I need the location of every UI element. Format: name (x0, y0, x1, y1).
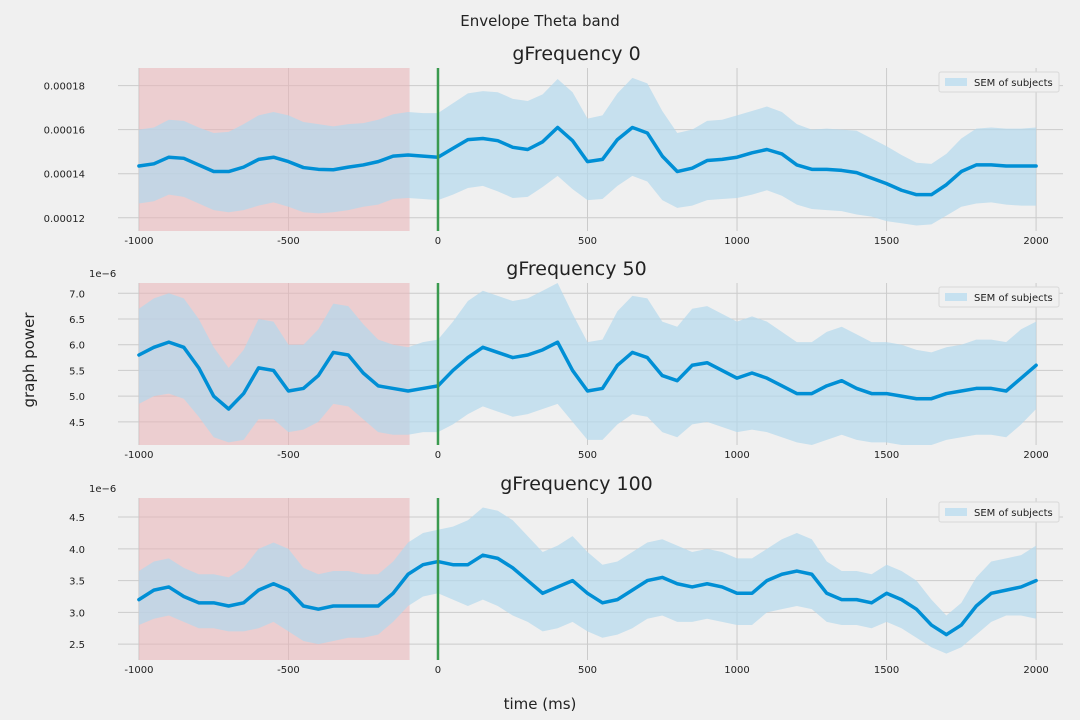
mean-line (137, 125, 1038, 197)
sem-band (138, 77, 1037, 226)
x-tick-label: 0 (435, 236, 441, 247)
x-tick-label: 1000 (724, 665, 749, 676)
legend: SEM of subjects (938, 71, 1060, 93)
x-tick-label: 2000 (1023, 236, 1048, 247)
subplot-title: gFrequency 50 (506, 258, 646, 280)
x-tick-label: 1000 (724, 450, 749, 461)
x-axis-label: time (ms) (504, 695, 577, 713)
figure-suptitle: Envelope Theta band (460, 12, 619, 30)
x-tick-label: 1000 (724, 236, 749, 247)
y-axis-label: graph power (20, 312, 38, 408)
x-tick-label: 0 (435, 665, 441, 676)
y-tick-label: 5.0 (69, 392, 85, 403)
subplot-2: -1000 -500 0 500 1000 1500 2000 4.5 5.0 5.5 6.0 6.5… (69, 258, 1063, 461)
y-tick-label: 0.00014 (44, 170, 85, 181)
legend: SEM of subjects (938, 286, 1060, 308)
legend-box (938, 286, 1060, 308)
x-tick-label: -1000 (124, 236, 153, 247)
x-tick-label: 2000 (1023, 665, 1048, 676)
subplot-title: gFrequency 0 (512, 43, 640, 65)
y-tick-label: 6.5 (69, 315, 85, 326)
x-tick-label: -1000 (124, 665, 153, 676)
x-tick-label: 2000 (1023, 450, 1048, 461)
legend-label: SEM of subjects (974, 508, 1053, 519)
mean-line (137, 340, 1038, 411)
y-tick-label: 4.5 (69, 513, 85, 524)
sem-band (138, 507, 1037, 654)
x-tick-label: -500 (277, 236, 300, 247)
x-tick-label: 1500 (874, 450, 899, 461)
legend-box (938, 71, 1060, 93)
y-tick-label: 0.00012 (44, 214, 85, 225)
y-tick-label: 4.0 (69, 545, 85, 556)
mean-line (137, 553, 1038, 637)
x-tick-label: 1500 (874, 665, 899, 676)
legend-box (938, 501, 1060, 523)
x-tick-label: 0 (435, 450, 441, 461)
x-tick-label: 500 (578, 236, 597, 247)
x-tick-label: 500 (578, 450, 597, 461)
y-tick-label: 7.0 (69, 289, 85, 300)
y-tick-label: 4.5 (69, 418, 85, 429)
subplot-3: -1000 -500 0 500 1000 1500 2000 2.5 3.0 3.5 4.0 4.5… (69, 473, 1063, 676)
y-offset-label: 1e−6 (89, 269, 116, 280)
y-tick-label: 3.5 (69, 577, 85, 588)
legend-swatch (945, 78, 967, 86)
subplots: -1000 -500 0 500 1000 1500 2000 0.00012 0.00014 0… (44, 43, 1063, 676)
x-tick-label: -500 (277, 665, 300, 676)
y-offset-label: 1e−6 (89, 484, 116, 495)
y-tick-label: 3.0 (69, 608, 85, 619)
legend: SEM of subjects (938, 501, 1060, 523)
subplot-1: -1000 -500 0 500 1000 1500 2000 0.00012 0.00014 0… (44, 43, 1063, 247)
x-tick-label: 500 (578, 665, 597, 676)
y-tick-label: 2.5 (69, 640, 85, 651)
y-tick-label: 5.5 (69, 366, 85, 377)
legend-swatch (945, 293, 967, 301)
x-tick-label: -500 (277, 450, 300, 461)
y-tick-label: 6.0 (69, 341, 85, 352)
legend-label: SEM of subjects (974, 78, 1053, 89)
legend-label: SEM of subjects (974, 293, 1053, 304)
subplot-title: gFrequency 100 (500, 473, 653, 495)
sem-band (138, 283, 1037, 445)
y-tick-label: 0.00018 (44, 82, 85, 93)
x-tick-label: 1500 (874, 236, 899, 247)
x-tick-label: -1000 (124, 450, 153, 461)
legend-swatch (945, 508, 967, 516)
y-tick-label: 0.00016 (44, 126, 85, 137)
